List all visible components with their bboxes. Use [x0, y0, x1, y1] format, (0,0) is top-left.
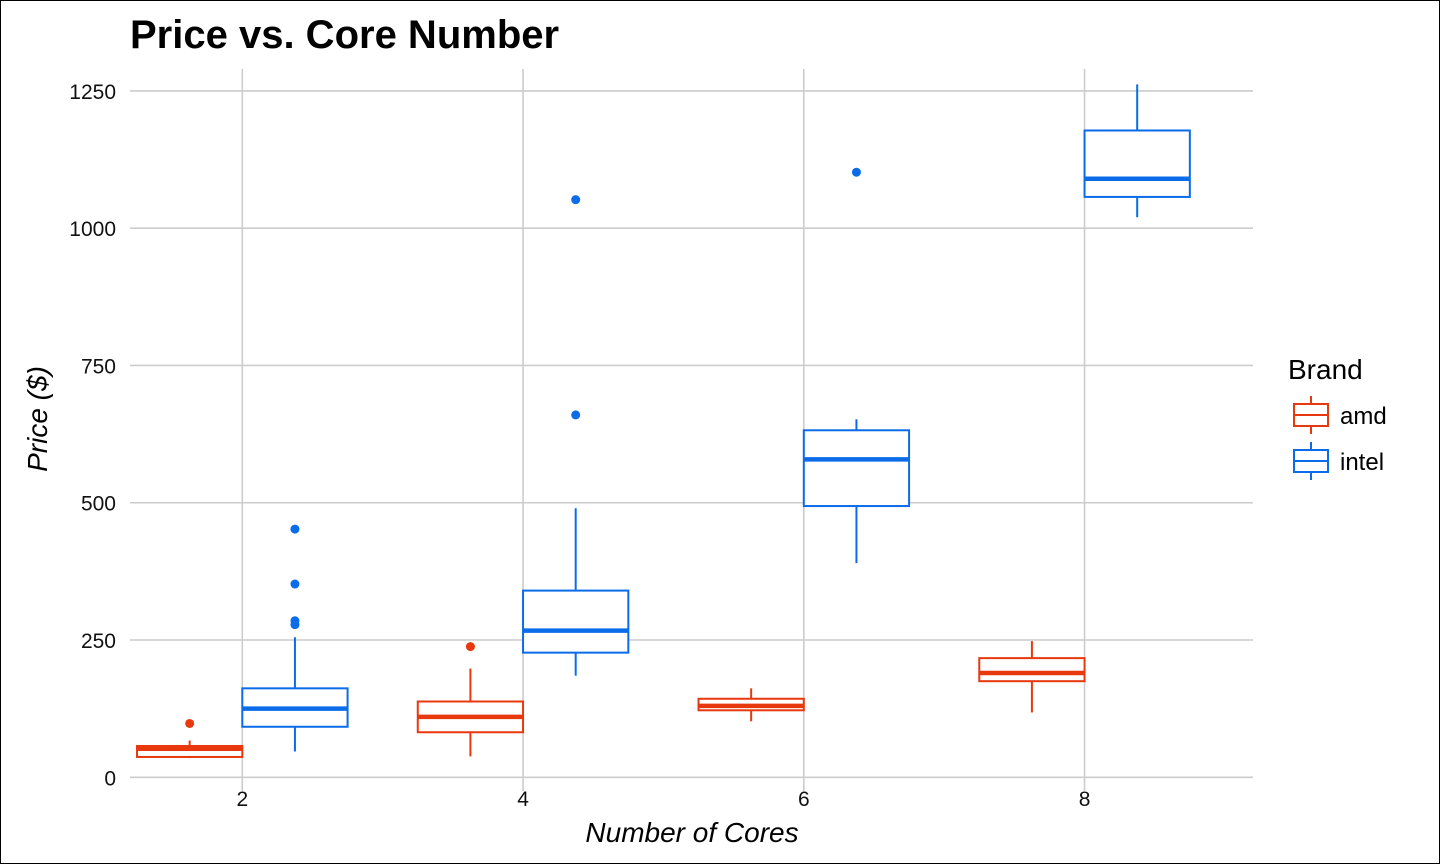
series-intel	[241, 84, 1191, 752]
outlier-point-intel-2-2	[290, 579, 300, 589]
box-amd-2	[136, 718, 244, 759]
legend-item-intel: intel	[1293, 442, 1384, 480]
outlier-point-intel-2-1	[290, 616, 300, 626]
iqr-box-intel-6	[802, 429, 911, 508]
outlier-point-intel-6-0	[851, 167, 861, 177]
legend-label-amd: amd	[1340, 403, 1387, 430]
outlier-point-intel-4-1	[571, 195, 581, 205]
y-tick-label-250: 250	[81, 630, 116, 653]
legend-label-intel: intel	[1340, 449, 1384, 476]
box-amd-6	[697, 688, 805, 722]
x-tick-label-2: 2	[236, 788, 248, 811]
series-amd	[136, 641, 1086, 759]
x-tick-label-4: 4	[517, 788, 529, 811]
legend: Brand amd intel	[1288, 354, 1387, 480]
y-tick-label-750: 750	[81, 355, 116, 378]
outlier-point-amd-2-0	[185, 718, 195, 728]
outlier-point-intel-2-3	[290, 524, 300, 534]
iqr-box-amd-2	[136, 744, 244, 758]
box-intel-2	[241, 524, 349, 752]
x-axis-label: Number of Cores	[585, 817, 798, 848]
x-tick-label-6: 6	[798, 788, 810, 811]
legend-item-amd: amd	[1293, 396, 1387, 434]
legend-title: Brand	[1288, 354, 1363, 385]
x-tick-label-8: 8	[1079, 788, 1091, 811]
box-intel-4	[522, 195, 630, 676]
y-tick-label-500: 500	[81, 493, 116, 516]
iqr-box-amd-8	[978, 657, 1086, 683]
iqr-box-intel-8	[1083, 129, 1191, 198]
chart-title: Price vs. Core Number	[130, 13, 559, 57]
box-intel-8	[1083, 84, 1191, 218]
y-tick-label-0: 0	[104, 767, 116, 790]
y-axis-label: Price ($)	[22, 366, 53, 472]
y-tick-label-1000: 1000	[69, 218, 116, 241]
y-tick-label-1250: 1250	[69, 81, 116, 104]
box-series	[136, 84, 1191, 759]
box-intel-6	[802, 167, 911, 564]
legend-items: amd intel	[1293, 396, 1387, 480]
axis-ticks: 0 250 500 750 1000 1250 2 4 6 8	[69, 81, 1090, 811]
box-amd-4	[416, 642, 525, 757]
outlier-point-intel-4-0	[571, 410, 581, 420]
box-amd-8	[978, 641, 1086, 713]
outlier-point-amd-4-0	[465, 642, 475, 652]
iqr-box-intel-4	[522, 589, 630, 654]
